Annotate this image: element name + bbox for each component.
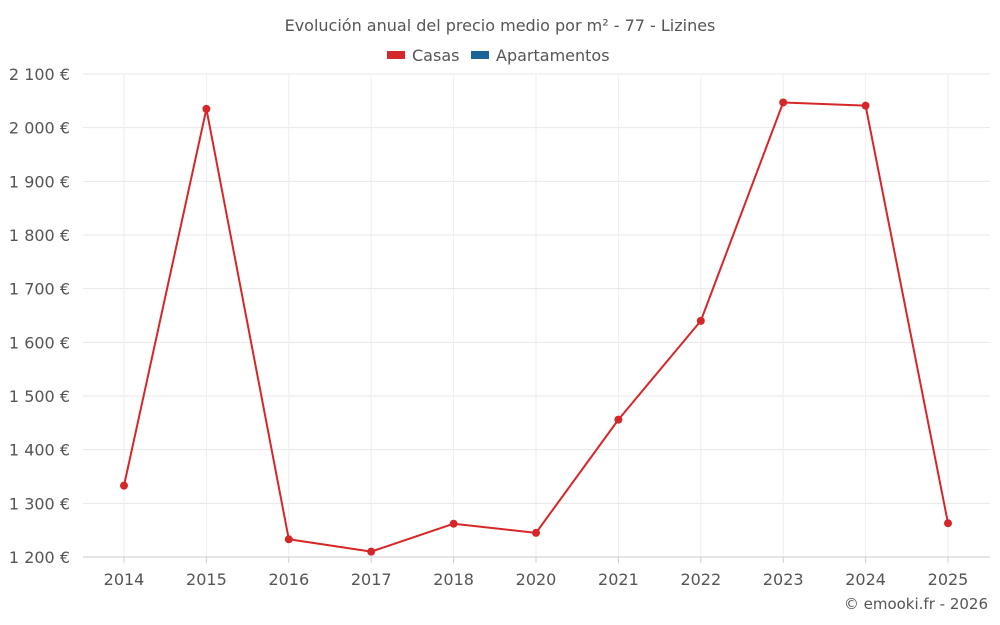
y-tick-label: 1 800 € (9, 226, 70, 245)
x-tick-label: 2017 (351, 570, 392, 589)
x-tick-label: 2014 (104, 570, 145, 589)
x-tick-label: 2016 (268, 570, 309, 589)
legend-swatch-apartamentos (471, 51, 489, 59)
legend-label-casas[interactable]: Casas (412, 46, 459, 65)
y-tick-label: 1 600 € (9, 333, 70, 352)
y-tick-label: 1 400 € (9, 441, 70, 460)
legend: Casas Apartamentos (387, 46, 610, 65)
data-point[interactable] (284, 535, 293, 544)
y-tick-label: 1 300 € (9, 494, 70, 513)
legend-swatch-casas (387, 51, 405, 59)
data-point[interactable] (944, 519, 952, 528)
data-point[interactable] (532, 528, 540, 537)
data-point[interactable] (861, 101, 870, 110)
y-tick-label: 1 700 € (9, 280, 70, 299)
grid (83, 73, 990, 557)
x-tick-label: 2025 (928, 570, 969, 589)
series (120, 98, 952, 556)
data-point[interactable] (202, 104, 211, 113)
x-tick-label: 2020 (516, 570, 557, 589)
y-tick-label: 2 100 € (9, 65, 70, 84)
y-tick-label: 2 000 € (9, 119, 70, 138)
data-point[interactable] (614, 415, 623, 424)
data-point[interactable] (367, 547, 376, 556)
x-tick-label: 2018 (433, 570, 474, 589)
y-tick-label: 1 500 € (9, 387, 70, 406)
x-tick-label: 2022 (680, 570, 721, 589)
data-point[interactable] (120, 481, 128, 490)
credit-text: © emooki.fr - 2026 (844, 595, 988, 613)
legend-label-apartamentos[interactable]: Apartamentos (496, 46, 610, 65)
y-tick-label: 1 200 € (9, 548, 70, 567)
data-point[interactable] (779, 98, 788, 107)
x-tick-label: 2015 (186, 570, 227, 589)
data-point[interactable] (696, 316, 705, 325)
data-point[interactable] (449, 519, 458, 528)
x-tick-label: 2024 (845, 570, 886, 589)
chart-title: Evolución anual del precio medio por m² … (285, 16, 716, 35)
x-tick-label: 2021 (598, 570, 639, 589)
axes: 1 200 € 1 300 € 1 400 € 1 500 € 1 600 € 1 700… (9, 65, 990, 589)
x-tick-label: 2023 (763, 570, 804, 589)
y-tick-label: 1 900 € (9, 172, 70, 191)
